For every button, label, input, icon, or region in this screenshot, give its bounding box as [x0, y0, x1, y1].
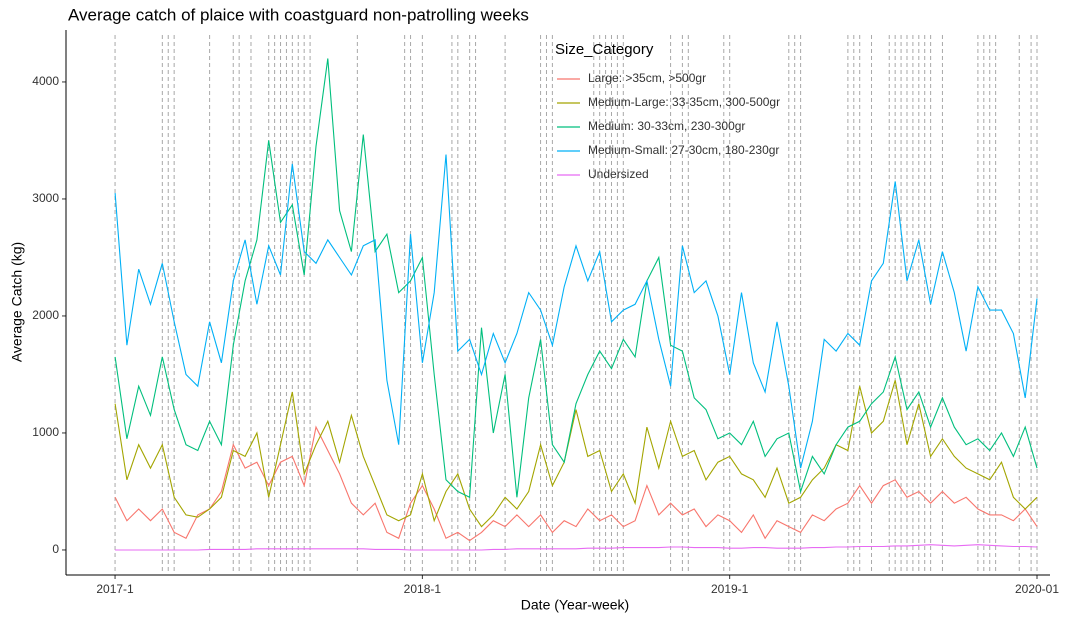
y-axis-label: Average Catch (kg) [9, 242, 25, 362]
y-tick-label: 0 [52, 542, 59, 556]
y-tick-label: 1000 [32, 425, 59, 439]
legend-label: Medium-Small: 27-30cm, 180-230gr [588, 143, 779, 157]
y-tick-label: 3000 [32, 191, 59, 205]
x-tick-label: 2018-1 [404, 582, 442, 596]
legend-label: Medium: 30-33cm, 230-300gr [588, 119, 745, 133]
series-line [115, 544, 1038, 551]
legend-title: Size_Category [555, 41, 654, 58]
legend-label: Large: >35cm, >500gr [588, 71, 706, 85]
y-tick-label: 2000 [32, 308, 59, 322]
legend-label: Medium-Large: 33-35cm, 300-500gr [588, 95, 780, 109]
chart-title: Average catch of plaice with coastguard … [68, 5, 529, 24]
y-tick-label: 4000 [32, 74, 59, 88]
x-tick-label: 2017-1 [96, 582, 134, 596]
series-line [114, 58, 1038, 499]
series-line [114, 154, 1038, 469]
x-tick-label: 2020-01 [1015, 582, 1059, 596]
x-tick-label: 2019-1 [711, 582, 749, 596]
x-axis-label: Date (Year-week) [521, 597, 629, 613]
series-line [114, 425, 1038, 542]
series-line [114, 380, 1038, 528]
legend-label: Undersized [588, 167, 649, 181]
